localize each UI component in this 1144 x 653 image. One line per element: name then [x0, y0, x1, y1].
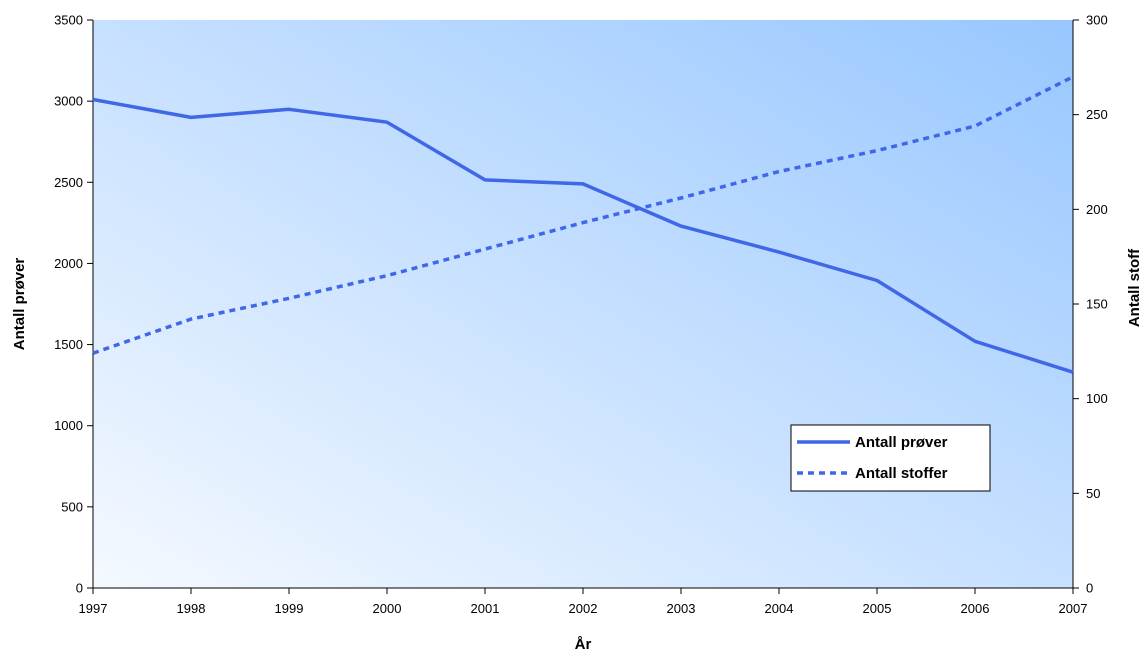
right-y-tick-label: 200: [1086, 202, 1108, 217]
x-tick-label: 1998: [177, 601, 206, 616]
legend-label-antall-stoffer: Antall stoffer: [855, 465, 948, 482]
x-axis-title: År: [575, 636, 592, 653]
x-tick-label: 2007: [1059, 601, 1088, 616]
legend-box: [790, 424, 991, 492]
left-y-tick-label: 2000: [54, 256, 83, 271]
left-y-tick-label: 2500: [54, 175, 83, 190]
right-y-tick-label: 150: [1086, 297, 1108, 312]
right-y-axis-title: Antall stoff: [1126, 248, 1143, 327]
x-tick-label: 2001: [471, 601, 500, 616]
left-y-tick-label: 0: [76, 581, 83, 596]
left-y-tick-label: 1000: [54, 418, 83, 433]
x-tick-label: 2004: [765, 601, 794, 616]
x-tick-label: 2006: [961, 601, 990, 616]
left-y-tick-label: 500: [61, 499, 83, 514]
series-line-antall-prover: [92, 97, 1074, 374]
x-tick-label: 1997: [79, 601, 108, 616]
x-tick-label: 2003: [667, 601, 696, 616]
right-y-tick-label: 300: [1086, 13, 1108, 28]
left-y-tick-label: 3000: [54, 94, 83, 109]
left-y-tick-label: 3500: [54, 13, 83, 28]
x-tick-label: 1999: [275, 601, 304, 616]
legend: Antall prøver Antall stoffer: [790, 424, 991, 492]
x-tick-label: 2000: [373, 601, 402, 616]
x-tick-label: 2005: [863, 601, 892, 616]
series-line-antall-stoffer: [92, 75, 1074, 355]
left-y-tick-label: 1500: [54, 337, 83, 352]
right-y-tick-label: 0: [1086, 581, 1093, 596]
x-tick-label: 2002: [569, 601, 598, 616]
right-y-tick-label: 100: [1086, 391, 1108, 406]
plot-area: [93, 20, 1073, 588]
right-y-tick-label: 50: [1086, 486, 1100, 501]
right-y-tick-label: 250: [1086, 107, 1108, 122]
left-y-axis-title: Antall prøver: [11, 258, 28, 351]
legend-label-antall-prover: Antall prøver: [855, 434, 948, 451]
